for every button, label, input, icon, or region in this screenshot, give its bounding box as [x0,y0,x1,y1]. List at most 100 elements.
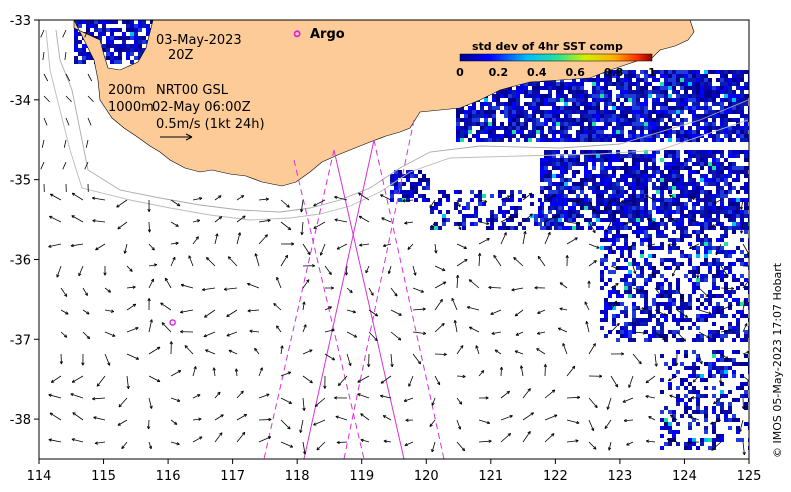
sst-pixel [620,310,624,314]
sst-pixel [548,110,552,114]
sst-pixel [604,126,608,130]
sst-pixel [648,130,652,134]
sst-pixel [536,102,540,106]
current-arrow [610,283,619,289]
sst-pixel [720,98,724,102]
sst-pixel [656,98,660,102]
current-arrow [566,439,579,443]
sst-pixel [604,170,608,174]
sst-pixel [516,102,520,106]
sst-pixel [592,126,596,130]
sst-pixel [668,70,672,74]
sst-pixel [644,138,648,142]
sst-pixel [588,178,592,182]
sst-pixel [704,94,708,98]
sst-pixel [640,230,644,234]
sst-pixel [692,190,696,194]
sst-pixel [616,218,620,222]
sst-pixel [430,206,434,210]
sst-pixel [588,134,592,138]
current-arrow [117,221,128,230]
sst-pixel [688,390,692,394]
sst-pixel [572,182,576,186]
sst-pixel [552,198,556,202]
sst-pixel [636,166,640,170]
sst-pixel [704,206,708,210]
sst-pixel [612,70,616,74]
sst-pixel [636,86,640,90]
current-arrow [247,309,260,313]
sst-pixel [648,246,652,250]
sst-pixel [620,114,624,118]
sst-pixel [414,174,418,178]
sst-pixel [656,226,660,230]
sst-pixel [712,70,716,74]
sst-pixel [612,286,616,290]
colorbar: std dev of 4hr SST comp 0 0.2 0.4 0.6 0.8 1 [456,40,656,79]
sst-pixel [624,330,628,334]
sst-pixel [700,210,704,214]
sst-pixel [660,90,664,94]
sst-pixel [632,170,636,174]
sst-pixel [708,270,712,274]
current-arrow [610,265,619,270]
sst-pixel [484,138,488,142]
sst-pixel [644,226,648,230]
sst-pixel [628,170,632,174]
sst-pixel [672,258,676,262]
sst-pixel [552,150,556,154]
sst-pixel [564,98,568,102]
sst-pixel [572,206,576,210]
sst-pixel [510,206,514,210]
sst-pixel [720,390,724,394]
sst-pixel [648,74,652,78]
sst-pixel [648,154,652,158]
sst-pixel [732,110,736,114]
sst-pixel [688,318,692,322]
sst-pixel [692,374,696,378]
sst-pixel [608,98,612,102]
sst-pixel [536,118,540,122]
current-arrow [148,319,153,333]
sst-pixel [142,40,146,44]
sst-pixel [668,110,672,114]
current-arrow [408,375,414,387]
sst-pixel [668,178,672,182]
sst-pixel [728,150,732,154]
sst-pixel [720,202,724,206]
sst-pixel [600,98,604,102]
sst-pixel [736,166,740,170]
sst-pixel [680,74,684,78]
sst-pixel [544,166,548,170]
sst-pixel [744,182,748,186]
sst-pixel [508,114,512,118]
sst-pixel [604,174,608,178]
sst-pixel [736,174,740,178]
current-arrow [412,265,417,276]
sst-pixel [672,154,676,158]
sst-pixel [688,182,692,186]
sst-pixel [692,286,696,290]
sst-pixel [716,366,720,370]
sst-pixel [516,130,520,134]
sst-pixel [728,78,732,82]
sst-pixel [78,60,82,64]
sst-pixel [712,174,716,178]
sst-pixel [82,44,86,48]
sst-pixel [736,70,740,74]
sst-pixel [704,118,708,122]
sst-pixel [122,32,126,36]
sst-pixel [688,170,692,174]
current-arrow [669,414,678,421]
sst-pixel [720,106,724,110]
sst-pixel [684,134,688,138]
sst-pixel [708,150,712,154]
sst-pixel [668,202,672,206]
sst-pixel [716,70,720,74]
sst-pixel [652,226,656,230]
sst-pixel [644,290,648,294]
sst-pixel [568,178,572,182]
sst-pixel [712,166,716,170]
sst-pixel [600,190,604,194]
sst-pixel [648,318,652,322]
